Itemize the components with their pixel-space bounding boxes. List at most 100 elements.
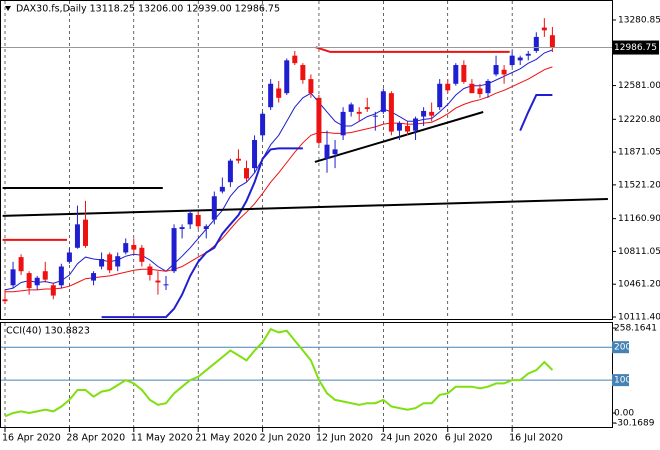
candle-body [235, 158, 241, 161]
x-tick-label: 21 May 2020 [195, 433, 257, 444]
price-tag-box [612, 40, 659, 55]
candle-body [396, 123, 402, 131]
chart-header: DAX30.fs,Daily 13118.25 13206.00 12939.0… [16, 4, 280, 15]
candle-body [203, 226, 209, 230]
candle-body [541, 27, 547, 31]
candle-body [469, 83, 475, 94]
candle-body [380, 91, 386, 112]
candle-body [308, 79, 314, 94]
candle-body [163, 284, 169, 286]
candle-body [461, 65, 467, 82]
y-tick-label: 12581.00 [618, 81, 660, 91]
y-tick-label: 200 [614, 343, 631, 353]
y-tick-label: 10811.05 [618, 247, 660, 257]
candle-body [91, 273, 97, 281]
price-frame [0, 0, 613, 320]
candle-body [227, 160, 233, 183]
candle-body [18, 257, 24, 272]
candle-body [10, 269, 16, 286]
candle-body [244, 168, 249, 179]
candle-body [501, 69, 507, 75]
candle-body [139, 247, 145, 262]
y-tick-label: 10111.40 [618, 312, 660, 322]
candle-body [26, 273, 32, 289]
candle-body [292, 55, 298, 64]
candle-body [445, 83, 451, 91]
candle-body [179, 227, 185, 230]
y-tick-label: 12220.80 [618, 115, 660, 125]
candle-body [429, 111, 435, 116]
candle-body [356, 111, 362, 114]
y-tick-label: 258.1641 [614, 324, 657, 334]
candle-body [413, 118, 419, 131]
candle-body [517, 57, 523, 61]
y-tick-label: -30.1689 [614, 418, 655, 428]
candle-body [493, 65, 499, 75]
candle-body [276, 88, 282, 98]
candle-body [58, 266, 64, 286]
candle-body [83, 219, 88, 246]
level-tag-box [612, 374, 629, 387]
trend-line [2, 198, 608, 217]
price-plot [1, 1, 612, 319]
candle-body [42, 271, 48, 280]
candle-body [549, 35, 555, 48]
trend-line [315, 46, 510, 53]
indicator-line [5, 66, 553, 293]
candle-body [421, 110, 427, 117]
candle-body [74, 224, 80, 248]
x-tick-label: 6 Jul 2020 [445, 433, 493, 444]
indicator-line [4, 49, 553, 291]
candle-body [300, 65, 306, 81]
candle-body [252, 140, 258, 169]
y-tick-label: 11871.05 [618, 148, 660, 158]
candle-body [107, 254, 113, 271]
candle-body [195, 214, 201, 227]
candle-body [332, 149, 338, 155]
price-tag: 12986.75 [614, 43, 657, 53]
candle-body [372, 115, 378, 117]
candle-body [268, 83, 274, 108]
y-tick-label: 11521.20 [618, 180, 660, 190]
y-tick-label: 13280.85 [618, 15, 660, 25]
candle-body [131, 244, 137, 250]
x-tick-label: 24 Jun 2020 [380, 433, 437, 444]
candle-body [284, 60, 290, 94]
candle-body [99, 259, 105, 267]
y-tick-label: 10461.20 [618, 280, 660, 290]
candle-body [211, 196, 217, 220]
collapse-icon [5, 6, 11, 11]
candle-body [477, 88, 483, 95]
candle-body [316, 97, 322, 143]
cci-line [4, 327, 554, 418]
candle-body [340, 111, 346, 136]
indicator-line [101, 94, 553, 319]
x-tick-label: 28 Apr 2020 [66, 433, 125, 444]
candle-body [324, 144, 330, 159]
x-tick-label: 11 May 2020 [131, 433, 193, 444]
candle-body [115, 256, 121, 267]
level-tag-box [612, 341, 629, 354]
candle-body [219, 186, 225, 192]
candle-body [348, 104, 354, 112]
x-tick-label: 2 Jun 2020 [260, 433, 311, 444]
x-tick-label: 12 Jun 2020 [316, 433, 373, 444]
y-tick-label: 11160.90 [618, 214, 660, 224]
candle-body [485, 80, 491, 94]
candle-body [123, 243, 129, 253]
candle-body [171, 228, 177, 272]
y-tick-label: 100 [614, 376, 631, 386]
candle-body [34, 277, 40, 286]
candle-body [66, 252, 72, 262]
candle-body [509, 55, 515, 66]
candle-body [187, 213, 193, 225]
candle-body [525, 53, 531, 56]
cci-plot [1, 323, 612, 427]
candle-body [453, 65, 459, 84]
candle-body [533, 36, 539, 51]
x-tick-label: 16 Jul 2020 [509, 433, 563, 444]
candle-body [2, 299, 8, 302]
x-tick-label: 16 Apr 2020 [2, 433, 61, 444]
candle-body [388, 93, 394, 132]
